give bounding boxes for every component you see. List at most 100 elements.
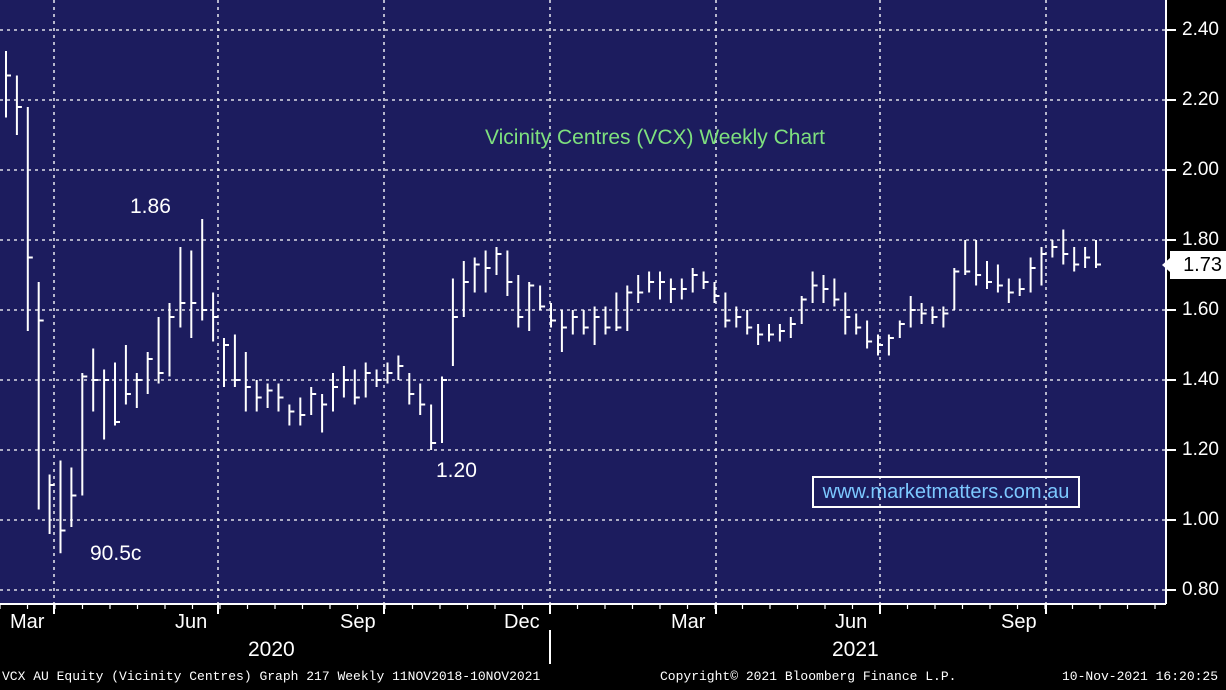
ohlc-bar — [201, 219, 208, 321]
ohlc-bar — [1084, 247, 1091, 268]
ohlc-bar — [462, 261, 469, 317]
ohlc-bar — [299, 397, 306, 426]
ohlc-bar — [691, 268, 698, 293]
ohlc-bar — [844, 292, 851, 335]
last-price-badge: 1.73 — [1170, 251, 1226, 279]
ohlc-bar — [451, 278, 458, 366]
ohlc-bar — [626, 285, 633, 331]
ohlc-bar — [233, 334, 240, 387]
ohlc-bar — [637, 275, 644, 303]
ohlc-bar — [375, 369, 382, 387]
year-label-2020: 2020 — [248, 638, 295, 661]
ohlc-bar — [615, 292, 622, 331]
ohlc-bar — [255, 380, 262, 412]
ohlc-bar — [364, 362, 371, 398]
y-tick-label: 2.40 — [1182, 19, 1219, 40]
annotation-low: 90.5c — [90, 542, 142, 565]
ohlc-bar — [1018, 278, 1025, 296]
ohlc-bar — [877, 334, 883, 356]
annotation-mid: 1.20 — [436, 459, 477, 482]
ohlc-bar — [768, 324, 774, 342]
x-axis-panel — [0, 604, 1226, 690]
ohlc-bar — [659, 271, 665, 300]
y-tick-label: 0.80 — [1182, 579, 1219, 600]
ohlc-bar — [48, 474, 55, 534]
ohlc-bar — [942, 306, 949, 328]
ohlc-bar — [37, 282, 44, 510]
ohlc-bar — [887, 334, 894, 356]
ohlc-bar — [26, 107, 33, 331]
x-tick-label: Jun — [175, 611, 208, 633]
ohlc-bar — [560, 310, 567, 352]
y-tick-label: 2.00 — [1182, 159, 1219, 180]
ohlc-bar — [15, 75, 22, 135]
ohlc-bar — [70, 467, 77, 527]
y-tick-label: 1.40 — [1182, 369, 1219, 390]
ohlc-bar — [517, 275, 524, 328]
ohlc-bar — [484, 250, 491, 293]
ohlc-bar — [1029, 257, 1036, 293]
ohlc-bar — [124, 345, 131, 405]
ohlc-bar — [190, 250, 197, 338]
ohlc-bar — [964, 240, 971, 275]
ohlc-bar — [81, 373, 88, 496]
ohlc-bar — [909, 296, 916, 328]
ohlc-bar — [223, 338, 229, 387]
ohlc-bar — [103, 369, 110, 440]
ohlc-bar — [332, 373, 338, 412]
ohlc-bar — [593, 306, 600, 345]
ohlc-bar — [1040, 247, 1047, 286]
ohlc-bar — [310, 387, 317, 415]
y-tick-label: 2.20 — [1182, 89, 1219, 110]
footer-copyright: Copyright© 2021 Bloomberg Finance L.P. — [660, 669, 957, 684]
y-tick-label: 1.20 — [1182, 439, 1219, 460]
y-tick-label: 1.00 — [1182, 509, 1219, 530]
ohlc-bar — [648, 271, 655, 293]
price-bars — [5, 51, 1101, 554]
ohlc-bar — [833, 278, 840, 307]
ohlc-bar — [822, 275, 829, 303]
annotation-high: 1.86 — [130, 195, 171, 218]
ohlc-bar — [669, 278, 676, 303]
ohlc-bar — [539, 285, 546, 310]
ohlc-bar — [898, 320, 905, 338]
ohlc-bar — [582, 310, 589, 335]
ohlc-bar — [757, 324, 764, 345]
ohlc-bar — [473, 257, 480, 293]
ohlc-bar — [604, 306, 611, 335]
ohlc-bar — [702, 271, 709, 289]
ohlc-bar — [975, 240, 982, 286]
ohlc-bar — [135, 373, 142, 408]
ohlc-bar — [408, 373, 415, 405]
ohlc-bar — [266, 383, 273, 408]
ohlc-bar — [680, 278, 687, 300]
ohlc-bar — [1073, 247, 1080, 272]
ohlc-bar — [179, 247, 186, 328]
ohlc-bar — [735, 306, 742, 328]
ohlc-bar — [986, 261, 992, 289]
ohlc-bar — [713, 282, 720, 303]
ohlc-bar — [800, 296, 807, 324]
x-tick-label: Dec — [504, 611, 540, 633]
ohlc-bar — [244, 352, 251, 412]
ohlc-bar — [550, 303, 556, 328]
ohlc-bar — [168, 303, 175, 377]
ohlc-bar — [528, 282, 535, 331]
ohlc-bar — [996, 264, 1003, 293]
ohlc-bar — [157, 317, 164, 384]
ohlc-bar — [1051, 240, 1058, 258]
watermark-link[interactable]: www.marketmatters.com.au — [812, 476, 1080, 508]
x-tick-label: Mar — [10, 611, 45, 633]
axes — [0, 0, 1176, 664]
ohlc-bar — [386, 362, 393, 384]
ohlc-bar — [419, 383, 426, 415]
y-tick-label: 1.80 — [1182, 229, 1219, 250]
ohlc-bar — [746, 310, 753, 335]
ohlc-bar — [441, 376, 447, 443]
ohlc-bar — [855, 313, 862, 335]
ohlc-bar — [920, 303, 927, 324]
ohlc-bar — [811, 271, 818, 303]
footer-security: VCX AU Equity (Vicinity Centres) Graph 2… — [2, 669, 541, 684]
ohlc-bar — [1007, 278, 1014, 303]
